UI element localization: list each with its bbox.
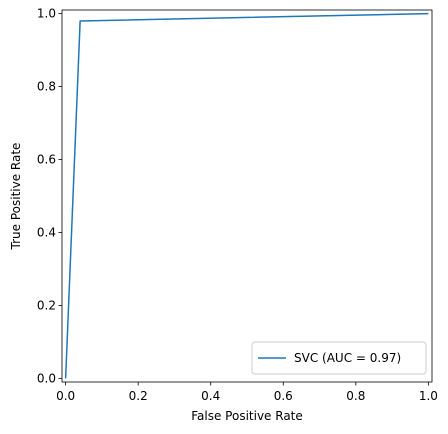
y-tick-label: 0.4 <box>37 225 56 239</box>
y-tick-label: 0.6 <box>37 153 56 167</box>
legend: SVC (AUC = 0.97) <box>251 341 427 375</box>
legend-label: SVC (AUC = 0.97) <box>294 351 401 365</box>
x-axis-title: False Positive Rate <box>191 409 303 423</box>
x-tick-label: 0.0 <box>56 389 75 403</box>
x-tick-label: 1.0 <box>419 389 438 403</box>
ticks: 0.0 0.2 0.4 0.6 0.8 1.0 0.0 0.2 0.4 0.6 0.8 1.0 <box>37 7 438 403</box>
x-tick-label: 0.2 <box>129 389 148 403</box>
y-tick-label: 1.0 <box>37 7 56 21</box>
chart-marks <box>64 12 429 379</box>
y-axis-title: True Positive Rate <box>9 143 23 251</box>
x-tick-label: 0.8 <box>346 389 365 403</box>
roc-curve-line <box>64 12 429 379</box>
plot-area <box>62 10 432 382</box>
legend-box <box>251 341 427 375</box>
x-tick-label: 0.4 <box>201 389 220 403</box>
x-tick-label: 0.6 <box>274 389 293 403</box>
y-tick-label: 0.8 <box>37 80 56 94</box>
plot-frame <box>61 9 433 383</box>
y-tick-label: 0.0 <box>37 371 56 385</box>
y-tick-label: 0.2 <box>37 298 56 312</box>
